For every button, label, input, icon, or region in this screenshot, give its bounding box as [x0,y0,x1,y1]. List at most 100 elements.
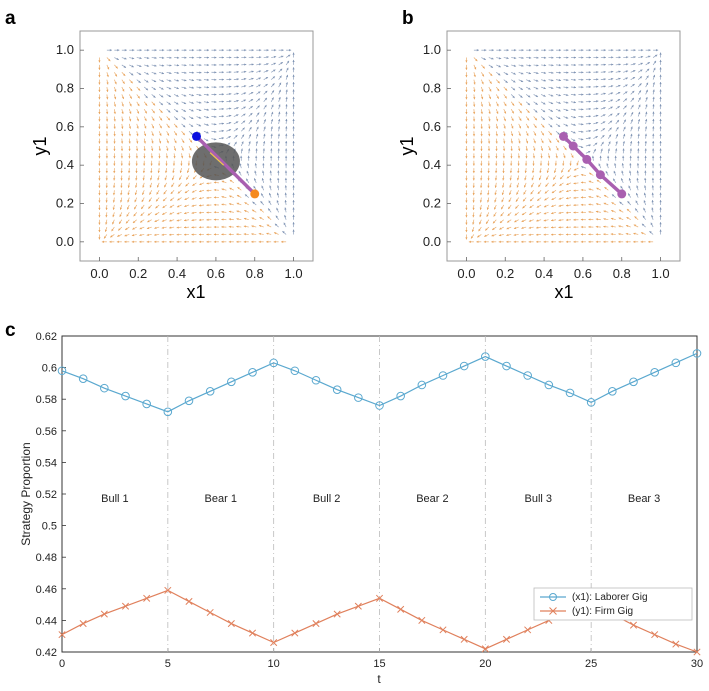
streamline-arrow [108,58,111,62]
streamline-arrow [465,185,468,188]
streamline-arrow [559,183,562,186]
legend-box [533,587,693,621]
streamline-arrow [284,192,287,195]
streamline-arrow [596,63,599,66]
streamline-arrow [255,141,258,144]
streamline-arrow [161,219,165,222]
streamline-arrow [153,87,156,90]
streamline-arrow [157,177,160,181]
streamline-arrow [236,217,239,221]
data-point [375,594,384,602]
streamline-arrow [188,155,191,159]
streamline-arrow [521,49,524,52]
streamline-arrow [150,156,154,159]
streamline-arrow [237,187,240,190]
streamline-arrow [521,56,524,60]
streamline-arrow [213,225,216,229]
streamline-arrow [465,75,468,78]
streamline-arrow [162,212,165,215]
streamline-arrow [127,170,131,174]
streamline-arrow [595,218,599,221]
streamline-arrow [537,191,540,194]
streamline-arrow [516,178,520,181]
streamline-arrow [518,133,521,136]
data-point [629,621,638,629]
streamline-arrow [159,118,163,121]
streamline-arrow [646,82,649,86]
streamline-arrow [176,226,179,229]
data-point [671,358,681,368]
streamline-arrow [106,104,109,107]
streamline-arrow [627,201,630,204]
streamline-arrow [191,218,194,222]
streamline-arrow [180,163,183,166]
streamline-arrow [543,226,546,229]
streamline-arrow [502,178,505,181]
streamline-arrow [170,191,173,194]
streamline-arrow [121,126,124,129]
streamline-arrow [281,55,284,58]
streamline-arrow [221,78,224,81]
streamline-arrow [98,119,101,122]
streamline-arrow [641,232,644,235]
streamline-arrow [166,148,169,151]
data-point [163,407,173,417]
streamline-arrow [199,189,202,193]
streamline-arrow [292,118,295,122]
streamline-arrow [236,85,239,88]
streamline-arrow [588,122,591,125]
streamline-arrow [145,103,148,106]
streamline-arrow [618,225,621,228]
streamline-arrow [229,56,232,59]
streamline-arrow [269,192,272,196]
streamline-arrow [229,107,232,110]
streamline-arrow [189,148,192,151]
streamline-arrow [653,60,657,64]
streamline-arrow [603,99,606,103]
streamline-arrow [513,56,517,60]
streamline-arrow [518,141,521,144]
streamline-arrow [638,90,642,93]
streamline-arrow [134,192,137,195]
streamline-arrow [259,217,262,220]
streamline-arrow [112,185,116,188]
streamline-arrow [581,93,584,96]
streamline-arrow [465,222,468,225]
streamline-arrow [595,121,599,125]
streamline-arrow [588,85,591,89]
streamline-arrow [496,111,499,114]
streamline-arrow [176,79,179,82]
streamline-arrow [558,101,561,104]
y-axis-label-b: y1 [397,136,417,155]
streamline-arrow [199,56,202,59]
streamline-arrow [465,163,468,166]
streamline-arrow [487,148,491,151]
y-tick-label: 0.6 [42,363,57,375]
ticks-b: 0.0 0.2 0.4 0.6 0.8 1.00.00.20.40.60.81.0 [423,42,670,281]
streamline-arrow [530,198,533,202]
streamline-arrow [243,113,246,116]
streamline-arrow [213,240,216,243]
y-tick-label: 0.42 [36,647,57,659]
streamline-arrow [127,192,130,196]
streamline-arrow [206,182,209,185]
streamline-arrow [191,109,194,112]
streamline-arrow [596,187,599,190]
start-point [192,131,201,141]
streamline-arrow [465,148,468,151]
streamline-arrow [503,133,506,137]
streamline-arrow [472,222,475,225]
streamline-arrow [269,163,273,166]
streamline-arrow [214,78,217,81]
streamline-arrow [631,97,634,101]
streamline-arrow [551,197,554,200]
streamline-arrow [588,218,591,221]
streamline-arrow [629,170,632,173]
streamline-arrow [243,233,246,236]
streamline-arrow [480,111,483,115]
streamline-arrow [648,240,651,243]
streamline-arrow [581,166,584,169]
streamline-arrow [588,203,591,206]
streamline-arrow [581,63,584,67]
streamline-arrow [191,204,194,207]
